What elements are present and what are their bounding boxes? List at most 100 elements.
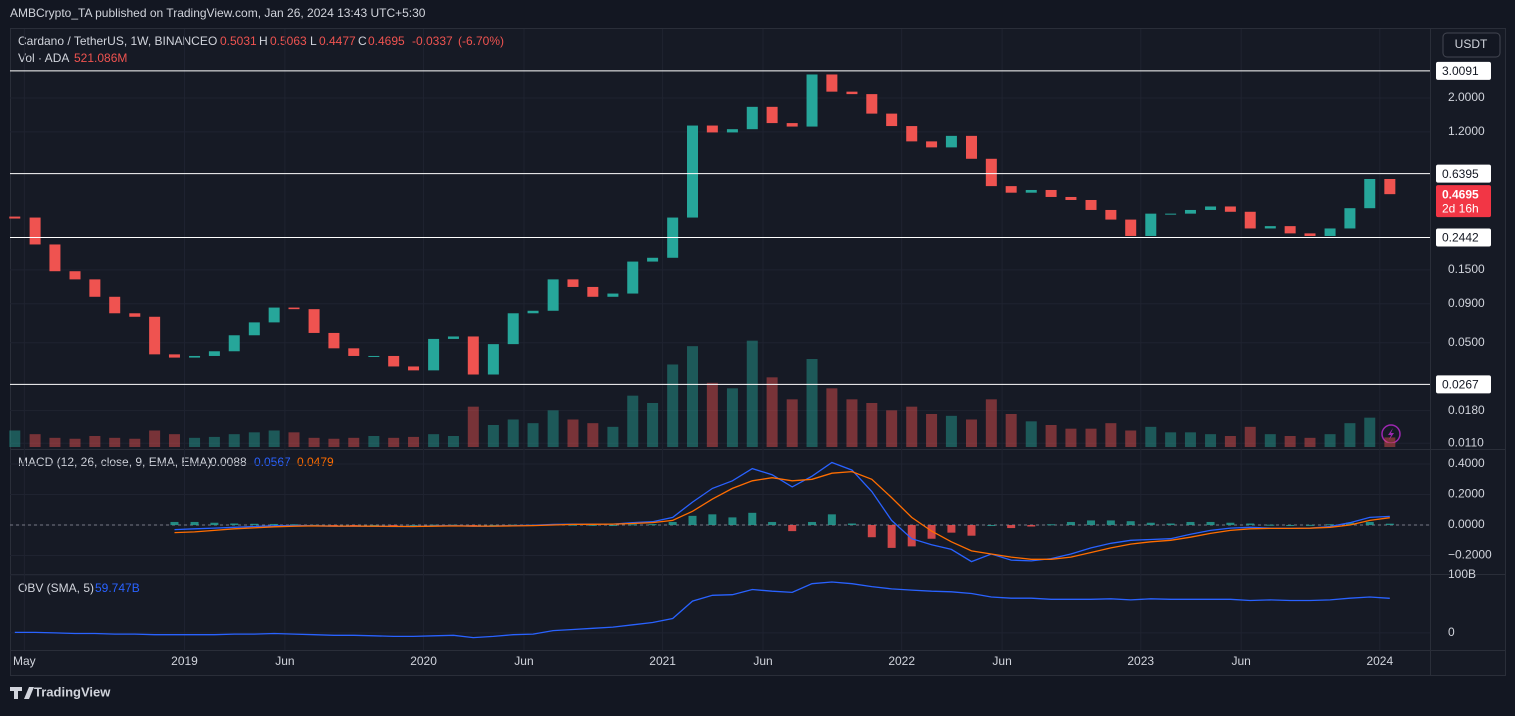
- volume-bar: [1045, 425, 1057, 447]
- candle: [168, 354, 180, 358]
- volume-bar: [29, 434, 41, 447]
- candle: [1344, 208, 1356, 229]
- volume-bar: [866, 403, 878, 447]
- macd-histogram: [688, 515, 697, 526]
- legend: Cardano / TetherUS, 1W, BINANCE O 0.5031…: [18, 34, 504, 595]
- volume-bar: [1304, 437, 1316, 447]
- volume-bar: [1244, 426, 1256, 447]
- obv-tick-label: 100B: [1448, 567, 1476, 581]
- signal-value: 0.0479: [297, 455, 334, 469]
- y-tick-label: 0.1500: [1448, 262, 1485, 276]
- volume-bar: [89, 436, 101, 447]
- volume-bar: [49, 437, 61, 447]
- volume-bar: [388, 437, 400, 447]
- volume-bar: [447, 436, 459, 447]
- candle: [806, 74, 818, 127]
- chart-frame: [10, 28, 1506, 676]
- macd-histogram: [1126, 521, 1135, 526]
- level-tag: [1436, 228, 1491, 247]
- candle: [1005, 186, 1017, 193]
- macd-histogram: [1146, 522, 1155, 526]
- candle: [1025, 189, 1037, 193]
- level-label: 0.0267: [1442, 378, 1479, 392]
- level-tag: [1436, 375, 1491, 394]
- volume-label: Vol · ADA: [18, 51, 69, 65]
- volume-bar: [846, 399, 858, 447]
- volume-bar: [1165, 432, 1177, 447]
- macd-histogram: [369, 525, 378, 527]
- volume-bar: [467, 406, 479, 447]
- low: 0.4477: [319, 34, 356, 48]
- volume-bar: [726, 388, 738, 447]
- y-tick-label: 0.0110: [1448, 435, 1484, 449]
- candle: [129, 313, 141, 317]
- volume-bar: [1205, 434, 1217, 447]
- macd-histogram: [1365, 521, 1374, 526]
- volume-bar: [746, 340, 758, 447]
- volume-bar: [567, 419, 579, 447]
- volume-bar: [627, 395, 639, 447]
- macd-histogram: [1106, 520, 1115, 526]
- candle: [208, 351, 220, 356]
- macd-histogram: [967, 525, 976, 536]
- brand-logo: [10, 687, 34, 699]
- macd-histogram: [1266, 524, 1275, 526]
- volume-bar: [527, 423, 539, 447]
- candle: [49, 244, 61, 272]
- volume-bar: [507, 419, 519, 447]
- macd-histogram: [1326, 524, 1335, 526]
- volume-bar: [786, 399, 798, 447]
- candle: [726, 129, 738, 133]
- volume-bar: [1344, 423, 1356, 447]
- macd-histogram: [1047, 524, 1056, 526]
- volume-bar: [368, 436, 380, 447]
- y-tick-label: 1.2000: [1448, 124, 1485, 138]
- candle: [408, 366, 420, 371]
- signal-line: [174, 470, 1390, 560]
- macd-histogram: [210, 522, 219, 526]
- volume-bar: [1065, 428, 1077, 447]
- y-tick-label: 0.0900: [1448, 296, 1485, 310]
- volume-bar: [826, 388, 838, 447]
- x-tick-label: Jun: [1231, 654, 1250, 668]
- level-label: 0.2442: [1442, 231, 1479, 245]
- candle: [189, 355, 201, 358]
- macd-histogram: [1206, 521, 1215, 526]
- currency-label[interactable]: USDT: [1455, 37, 1488, 51]
- macd-histogram: [768, 521, 777, 526]
- candle: [886, 113, 898, 127]
- candle: [527, 310, 539, 314]
- macd-histogram: [708, 514, 717, 526]
- candle: [687, 125, 699, 218]
- macd-histogram: [1166, 523, 1175, 526]
- candle: [1324, 228, 1336, 236]
- level-tag: [1436, 164, 1491, 183]
- macd-tick-label: 0.0000: [1448, 517, 1485, 531]
- macd-histogram: [190, 521, 199, 526]
- volume-bar: [1284, 436, 1296, 447]
- l-label: L: [310, 34, 317, 48]
- volume-bar: [587, 423, 599, 447]
- candle: [846, 91, 858, 95]
- level-label: 3.0091: [1442, 64, 1479, 78]
- macd-histogram: [947, 525, 956, 533]
- candle: [945, 135, 957, 148]
- candle: [388, 355, 400, 367]
- macd-tick-label: 0.4000: [1448, 456, 1485, 470]
- volume-bar: [288, 432, 300, 447]
- macd-value: 0.0567: [254, 455, 291, 469]
- candle: [268, 307, 280, 323]
- candle: [1364, 178, 1376, 209]
- macd-histogram: [1345, 522, 1354, 526]
- candle: [965, 135, 977, 159]
- macd-histogram: [648, 524, 657, 526]
- candle: [1244, 211, 1256, 229]
- candle: [149, 316, 161, 355]
- volume-bar: [1105, 423, 1117, 447]
- currency-button[interactable]: [1442, 32, 1501, 58]
- o-label: O: [208, 34, 217, 48]
- volume-bar: [487, 425, 499, 447]
- candle: [866, 94, 878, 114]
- candle: [1145, 213, 1157, 236]
